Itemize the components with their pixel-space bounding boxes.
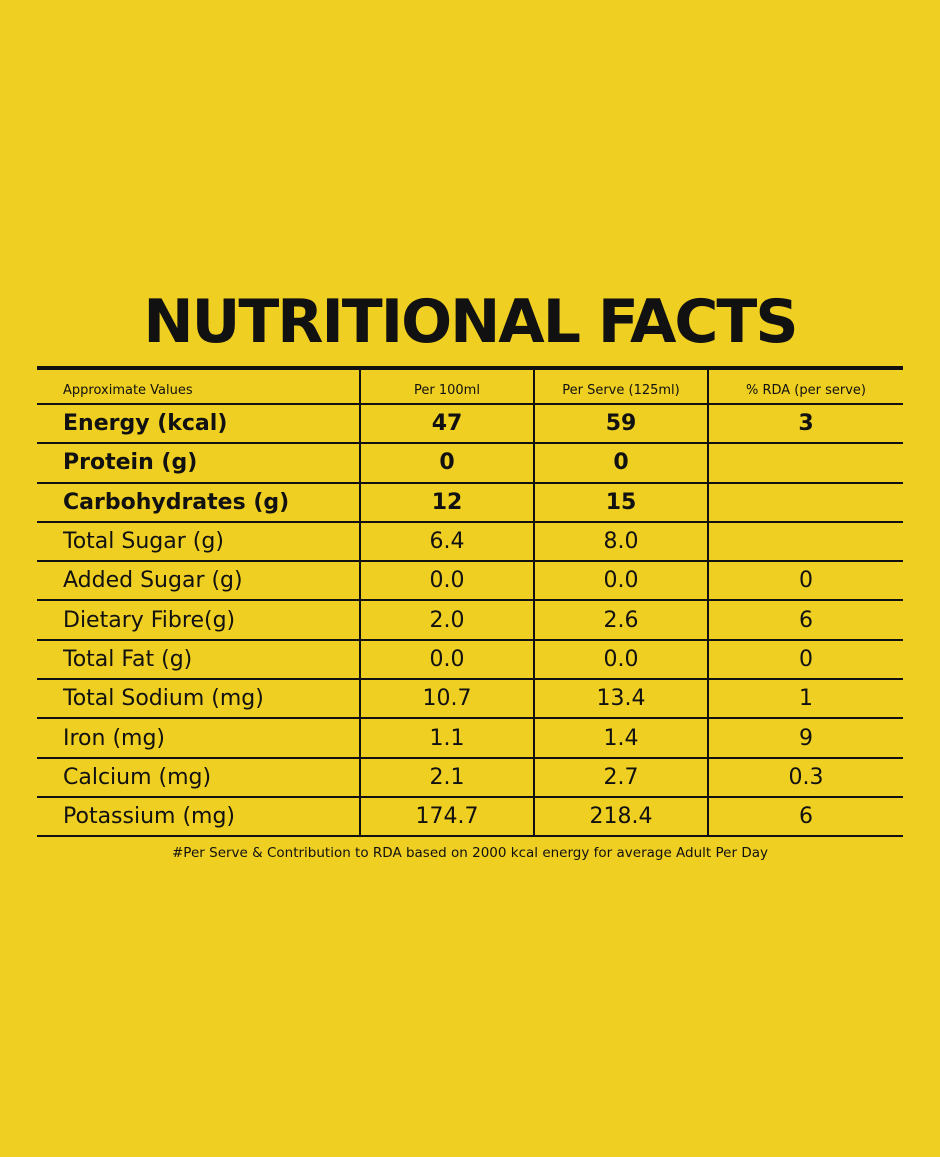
table-row: Energy (kcal) 47 59 3	[37, 405, 903, 445]
table-row: Iron (mg) 1.1 1.4 9	[37, 719, 903, 759]
nutrient-label: Protein (g)	[63, 450, 198, 476]
rda-value: 6	[707, 797, 903, 836]
per-100ml-value: 6.4	[359, 522, 533, 561]
per-100ml-value: 12	[359, 483, 533, 521]
rda-value: 6	[707, 601, 903, 639]
table-row: Dietary Fibre(g) 2.0 2.6 6	[37, 601, 903, 641]
rda-value: 9	[707, 719, 903, 757]
per-serve-value: 218.4	[533, 797, 707, 836]
per-serve-value: 2.6	[533, 601, 707, 639]
table-row: Added Sugar (g) 0.0 0.0 0	[37, 562, 903, 602]
per-100ml-value: 0.0	[359, 640, 533, 679]
table-row: Total Sugar (g) 6.4 8.0	[37, 522, 903, 563]
table-row: Protein (g) 0 0	[37, 444, 903, 484]
header-per-100ml: Per 100ml	[359, 370, 533, 403]
nutrient-label: Carbohydrates (g)	[63, 489, 290, 515]
nutrient-label: Total Sodium (mg)	[63, 686, 264, 712]
footnote: #Per Serve & Contribution to RDA based o…	[172, 845, 768, 861]
nutrient-label: Dietary Fibre(g)	[63, 607, 236, 633]
per-100ml-value: 2.0	[359, 601, 533, 639]
table-header-row: Approximate Values Per 100ml Per Serve (…	[37, 370, 903, 405]
table-row: Total Fat (g) 0.0 0.0 0	[37, 640, 903, 681]
per-100ml-value: 0.0	[359, 562, 533, 600]
nutrition-table: Approximate Values Per 100ml Per Serve (…	[37, 366, 903, 838]
rda-value: 0	[707, 562, 903, 600]
table-row: Potassium (mg) 174.7 218.4 6	[37, 797, 903, 838]
per-100ml-value: 0	[359, 444, 533, 482]
table-row: Calcium (mg) 2.1 2.7 0.3	[37, 758, 903, 798]
per-100ml-value: 174.7	[359, 797, 533, 836]
table-row: Carbohydrates (g) 12 15	[37, 483, 903, 523]
per-100ml-value: 2.1	[359, 758, 533, 796]
per-serve-value: 0.0	[533, 562, 707, 600]
per-serve-value: 0	[533, 444, 707, 482]
header-approximate-values: Approximate Values	[63, 383, 193, 398]
rda-value	[707, 483, 903, 521]
header-per-serve: Per Serve (125ml)	[533, 370, 707, 403]
per-serve-value: 1.4	[533, 719, 707, 757]
nutrient-label: Added Sugar (g)	[63, 568, 243, 594]
per-serve-value: 59	[533, 405, 707, 443]
per-serve-value: 15	[533, 483, 707, 521]
nutrient-label: Iron (mg)	[63, 725, 166, 751]
per-100ml-value: 10.7	[359, 680, 533, 718]
per-serve-value: 2.7	[533, 758, 707, 796]
per-100ml-value: 47	[359, 405, 533, 443]
page-title: NUTRITIONAL FACTS	[143, 287, 798, 357]
per-100ml-value: 1.1	[359, 719, 533, 757]
per-serve-value: 0.0	[533, 640, 707, 679]
nutrient-label: Potassium (mg)	[63, 804, 236, 830]
nutrient-label: Energy (kcal)	[63, 411, 228, 437]
nutrient-label: Total Sugar (g)	[63, 529, 224, 555]
table-row: Total Sodium (mg) 10.7 13.4 1	[37, 680, 903, 720]
per-serve-value: 8.0	[533, 522, 707, 561]
nutrient-label: Calcium (mg)	[63, 764, 212, 790]
header-rda: % RDA (per serve)	[707, 370, 903, 403]
rda-value: 0.3	[707, 758, 903, 796]
rda-value	[707, 522, 903, 561]
rda-value	[707, 444, 903, 482]
rda-value: 1	[707, 680, 903, 718]
rda-value: 3	[707, 405, 903, 443]
rda-value: 0	[707, 640, 903, 679]
per-serve-value: 13.4	[533, 680, 707, 718]
nutrient-label: Total Fat (g)	[63, 646, 193, 672]
